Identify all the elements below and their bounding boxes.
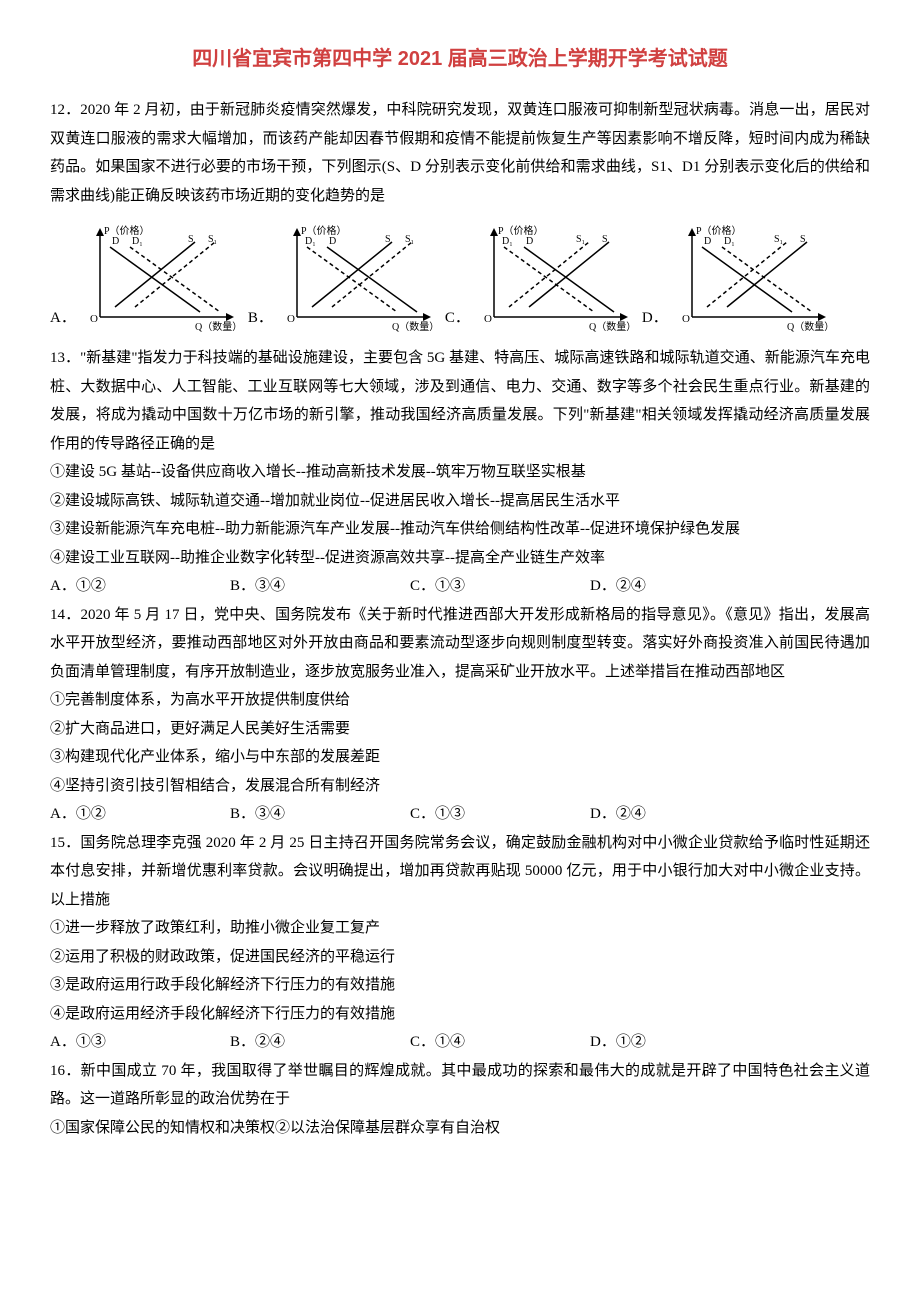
svg-text:Q（数量）: Q（数量）	[195, 320, 240, 332]
svg-text:O: O	[90, 313, 98, 325]
svg-text:Q（数量）: Q（数量）	[787, 320, 832, 332]
q14-s4: ④坚持引资引技引智相结合，发展混合所有制经济	[50, 772, 870, 801]
q15-c: C．①④	[410, 1028, 590, 1057]
svg-text:O: O	[484, 313, 492, 325]
q12-option-a: A． P（价格） Q（数量） O D D₁ S S₁	[50, 222, 240, 332]
q14-d: D．②④	[590, 800, 770, 829]
svg-text:S₁: S₁	[405, 234, 414, 245]
q14-s2: ②扩大商品进口，更好满足人民美好生活需要	[50, 715, 870, 744]
q13-s3: ③建设新能源汽车充电桩--助力新能源汽车产业发展--推动汽车供给侧结构性改革--…	[50, 515, 870, 544]
svg-text:D₁: D₁	[724, 236, 735, 247]
q13-b: B．③④	[230, 572, 410, 601]
q12-charts: A． P（价格） Q（数量） O D D₁ S S₁ B． P（价格） Q	[50, 222, 870, 332]
q15-a: A．①③	[50, 1028, 230, 1057]
q14-stem: 14．2020 年 5 月 17 日，党中央、国务院发布《关于新时代推进西部大开…	[50, 601, 870, 687]
q14-options: A．①② B．③④ C．①③ D．②④	[50, 800, 870, 829]
svg-text:O: O	[682, 313, 690, 325]
q13-d: D．②④	[590, 572, 770, 601]
q13-options: A．①② B．③④ C．①③ D．②④	[50, 572, 870, 601]
q15-s2: ②运用了积极的财政政策，促进国民经济的平稳运行	[50, 943, 870, 972]
q12-option-b: B． P（价格） Q（数量） O D₁ D S S₁	[248, 222, 437, 332]
q16-stem: 16．新中国成立 70 年，我国取得了举世瞩目的辉煌成就。其中最成功的探索和最伟…	[50, 1057, 870, 1114]
svg-text:O: O	[287, 313, 295, 325]
svg-text:D: D	[526, 236, 533, 247]
svg-text:S₁: S₁	[576, 234, 585, 245]
svg-text:S₁: S₁	[208, 234, 217, 245]
q15-options: A．①③ B．②④ C．①④ D．①②	[50, 1028, 870, 1057]
q15-stem: 15．国务院总理李克强 2020 年 2 月 25 日主持召开国务院常务会议，确…	[50, 829, 870, 915]
exam-title: 四川省宜宾市第四中学 2021 届高三政治上学期开学考试试题	[50, 40, 870, 78]
q14-c: C．①③	[410, 800, 590, 829]
q15-s4: ④是政府运用经济手段化解经济下行压力的有效措施	[50, 1000, 870, 1029]
q12-option-c: C． P（价格） Q（数量） O D₁ D S₁ S	[445, 222, 634, 332]
q14-b: B．③④	[230, 800, 410, 829]
q15-d: D．①②	[590, 1028, 770, 1057]
svg-text:S: S	[188, 234, 194, 245]
svg-text:D: D	[329, 236, 336, 247]
q13-s2: ②建设城际高铁、城际轨道交通--增加就业岗位--促进居民收入增长--提高居民生活…	[50, 487, 870, 516]
supply-demand-chart-c: P（价格） Q（数量） O D₁ D S₁ S	[474, 222, 634, 332]
supply-demand-chart-d: P（价格） Q（数量） O D D₁ S₁ S	[672, 222, 832, 332]
svg-text:D: D	[112, 236, 119, 247]
svg-text:S: S	[800, 234, 806, 245]
q13-s4: ④建设工业互联网--助推企业数字化转型--促进资源高效共享--提高全产业链生产效…	[50, 544, 870, 573]
svg-text:S: S	[385, 234, 391, 245]
svg-text:D₁: D₁	[132, 236, 143, 247]
svg-text:D: D	[704, 236, 711, 247]
q15-s1: ①进一步释放了政策红利，助推小微企业复工复产	[50, 914, 870, 943]
option-label: D．	[642, 304, 668, 333]
svg-text:Q（数量）: Q（数量）	[392, 320, 437, 332]
q13-stem: 13．"新基建"指发力于科技端的基础设施建设，主要包含 5G 基建、特高压、城际…	[50, 344, 870, 458]
q15-s3: ③是政府运用行政手段化解经济下行压力的有效措施	[50, 971, 870, 1000]
svg-text:P（价格）: P（价格）	[696, 224, 742, 237]
svg-text:S: S	[602, 234, 608, 245]
q12-stem: 12．2020 年 2 月初，由于新冠肺炎疫情突然爆发，中科院研究发现，双黄连口…	[50, 96, 870, 210]
q13-c: C．①③	[410, 572, 590, 601]
supply-demand-chart-a: P（价格） Q（数量） O D D₁ S S₁	[80, 222, 240, 332]
svg-text:D₁: D₁	[305, 236, 316, 247]
q13-s1: ①建设 5G 基站--设备供应商收入增长--推动高新技术发展--筑牢万物互联坚实…	[50, 458, 870, 487]
svg-text:P（价格）: P（价格）	[104, 224, 150, 237]
option-label: A．	[50, 304, 76, 333]
q14-s3: ③构建现代化产业体系，缩小与中东部的发展差距	[50, 743, 870, 772]
svg-text:D₁: D₁	[502, 236, 513, 247]
option-label: C．	[445, 304, 470, 333]
svg-text:Q（数量）: Q（数量）	[589, 320, 634, 332]
option-label: B．	[248, 304, 273, 333]
q16-s1: ①国家保障公民的知情权和决策权②以法治保障基层群众享有自治权	[50, 1114, 870, 1143]
q14-a: A．①②	[50, 800, 230, 829]
q14-s1: ①完善制度体系，为高水平开放提供制度供给	[50, 686, 870, 715]
q12-option-d: D． P（价格） Q（数量） O D D₁ S₁ S	[642, 222, 832, 332]
svg-text:S₁: S₁	[774, 234, 783, 245]
q15-b: B．②④	[230, 1028, 410, 1057]
supply-demand-chart-b: P（价格） Q（数量） O D₁ D S S₁	[277, 222, 437, 332]
q13-a: A．①②	[50, 572, 230, 601]
